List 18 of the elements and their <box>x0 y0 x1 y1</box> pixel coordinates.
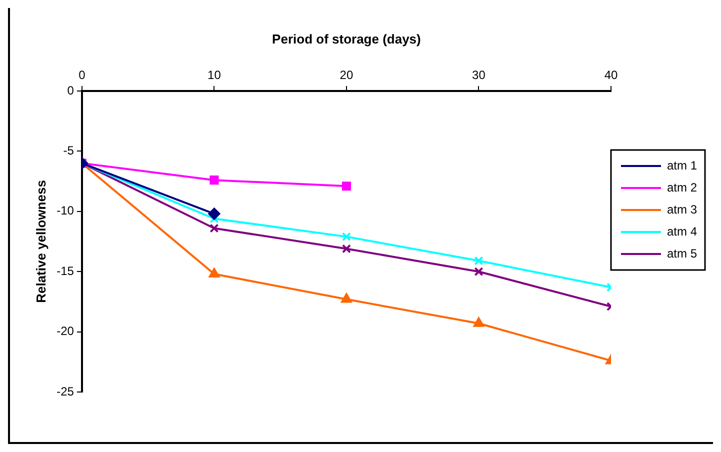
x-tick-label: 20 <box>340 68 354 82</box>
legend-label: atm 3 <box>666 202 698 216</box>
legend-label: atm 1 <box>666 158 698 172</box>
y-tick-label: -20 <box>56 324 74 338</box>
x-tick-label: 40 <box>604 68 618 82</box>
y-tick-label: -5 <box>63 144 74 158</box>
legend-label: atm 5 <box>666 246 698 260</box>
legend-label: atm 4 <box>666 224 698 238</box>
y-tick-label: -15 <box>56 264 74 278</box>
x-tick-label: 10 <box>208 68 222 82</box>
y-axis-title: Relative yellowness <box>33 180 48 303</box>
x-axis-title: Period of storage (days) <box>272 31 421 46</box>
legend-label: atm 2 <box>666 180 698 194</box>
y-tick-label: -25 <box>56 384 74 398</box>
x-tick-label: 30 <box>472 68 486 82</box>
y-tick-label: 0 <box>67 83 74 98</box>
y-tick-label: -10 <box>56 204 74 218</box>
x-tick-label: 0 <box>78 68 86 82</box>
